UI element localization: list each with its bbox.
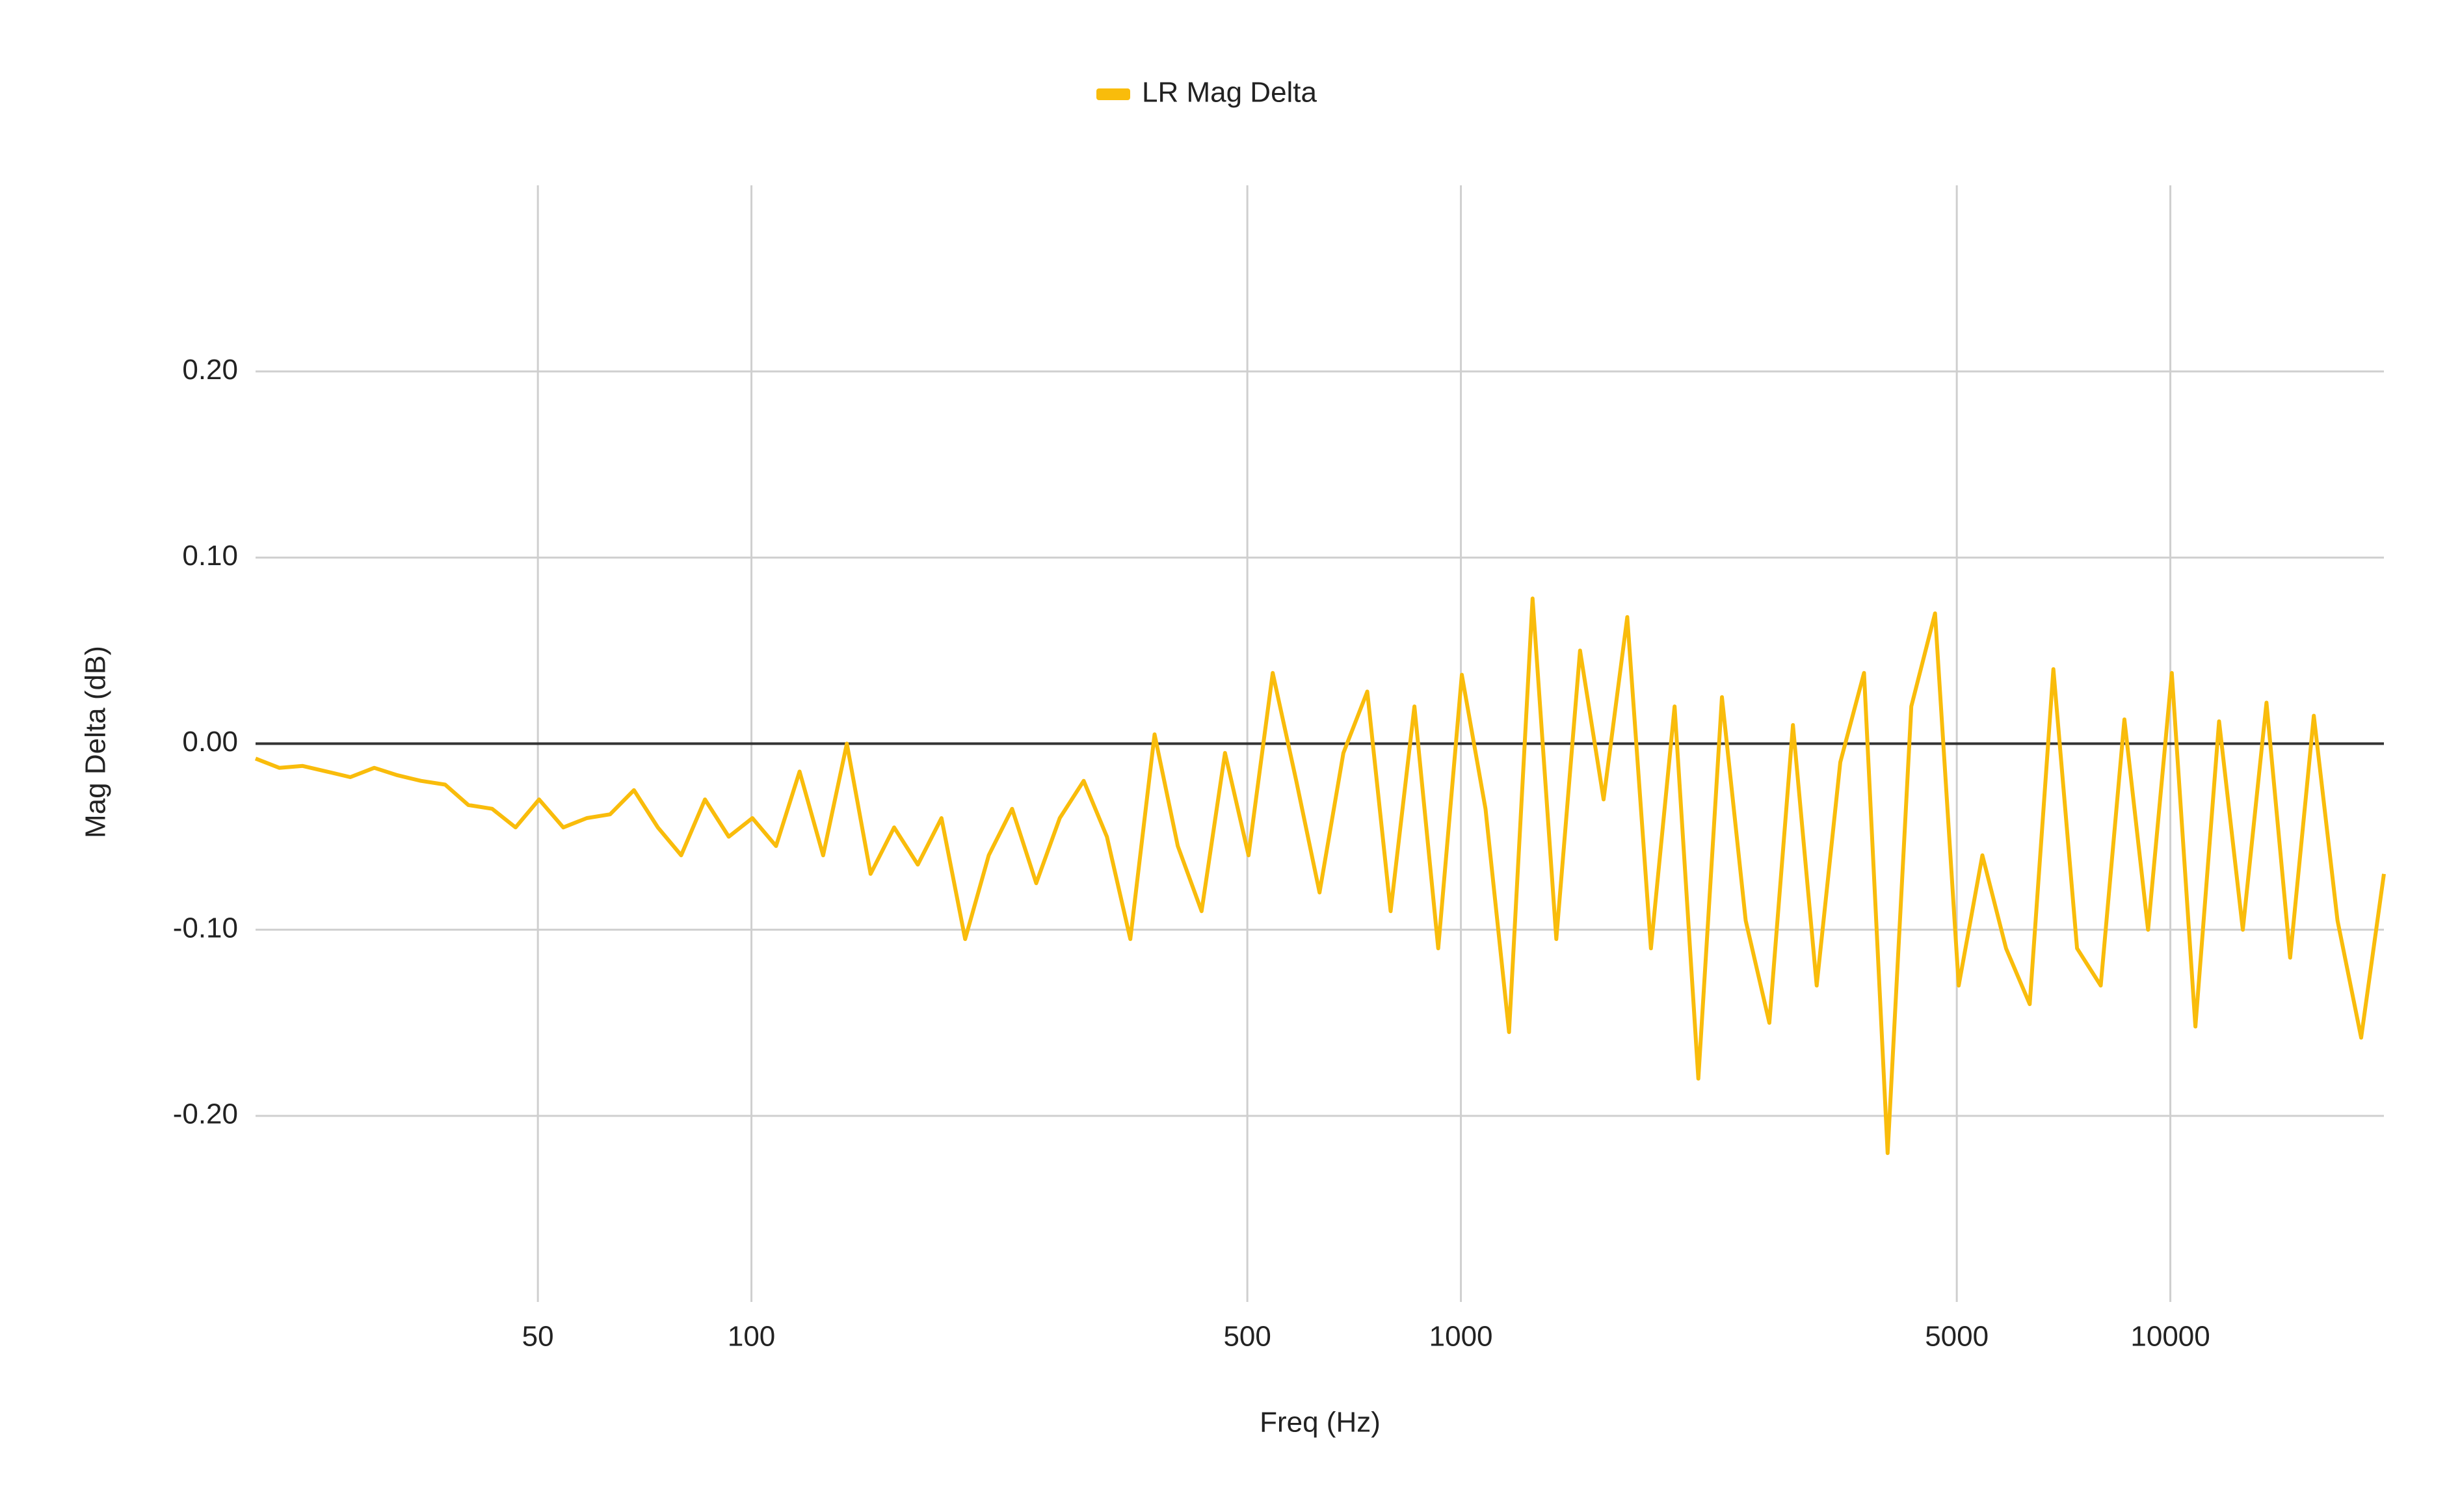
data-line — [254, 596, 2386, 1156]
legend-label: LR Mag Delta — [1142, 77, 1317, 109]
y-tick-label: -0.20 — [173, 1098, 238, 1130]
y-tick-label: 0.20 — [182, 354, 238, 386]
legend-swatch — [1096, 88, 1130, 100]
y-tick-label: 0.10 — [182, 540, 238, 572]
y-tick-label: 0.00 — [182, 726, 238, 758]
x-tick-label: 5000 — [1925, 1321, 1989, 1353]
x-tick-label: 1000 — [1429, 1321, 1493, 1353]
y-tick-label: -0.10 — [173, 912, 238, 944]
x-tick-label: 100 — [728, 1321, 775, 1353]
x-axis-title: Freq (Hz) — [1260, 1407, 1381, 1439]
y-axis-title: Mag Delta (dB) — [80, 646, 112, 838]
x-tick-label: 10000 — [2130, 1321, 2210, 1353]
x-tick-label: 50 — [522, 1321, 554, 1353]
x-tick-label: 500 — [1223, 1321, 1271, 1353]
